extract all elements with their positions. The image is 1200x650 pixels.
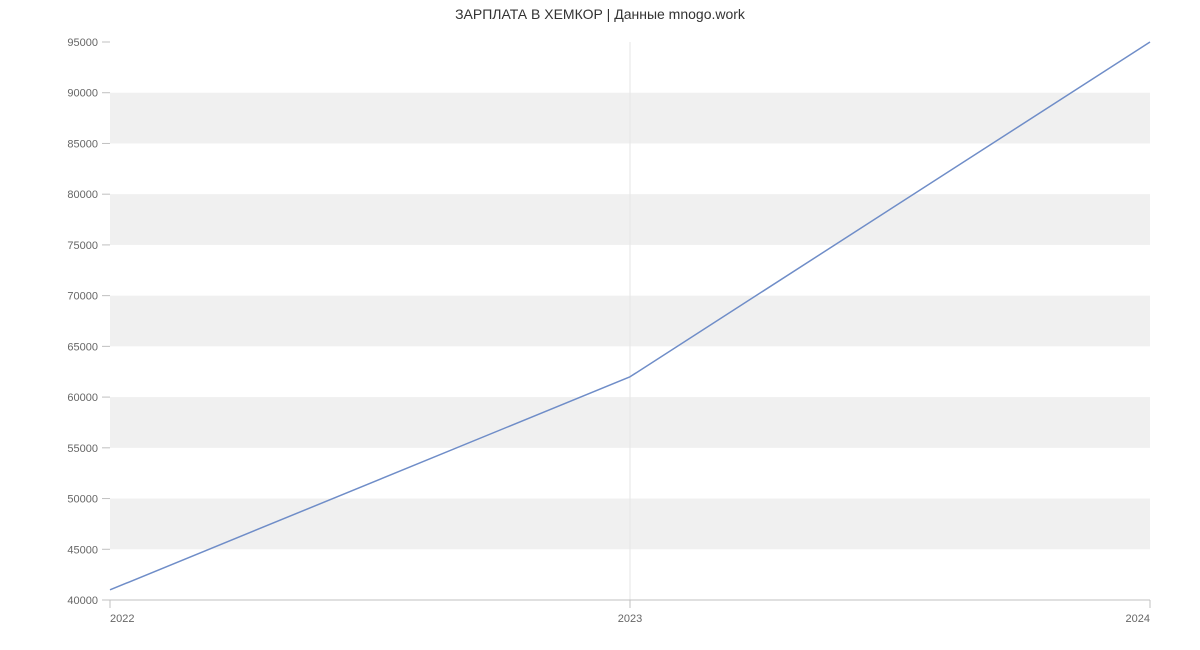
svg-text:80000: 80000 <box>67 189 98 201</box>
svg-text:2022: 2022 <box>110 613 134 625</box>
svg-text:85000: 85000 <box>67 138 98 150</box>
svg-text:60000: 60000 <box>67 392 98 404</box>
svg-text:65000: 65000 <box>67 341 98 353</box>
svg-text:90000: 90000 <box>67 88 98 100</box>
salary-chart: ЗАРПЛАТА В ХЕМКОР | Данные mnogo.work 40… <box>0 0 1200 650</box>
svg-text:55000: 55000 <box>67 443 98 455</box>
svg-text:2024: 2024 <box>1126 613 1150 625</box>
svg-text:45000: 45000 <box>67 544 98 556</box>
chart-svg: 40000 45000 50000 55000 60000 65000 70000 75000… <box>0 0 1200 650</box>
svg-text:50000: 50000 <box>67 494 98 506</box>
svg-text:2023: 2023 <box>618 613 642 625</box>
svg-text:40000: 40000 <box>67 595 98 607</box>
svg-text:75000: 75000 <box>67 240 98 252</box>
svg-text:70000: 70000 <box>67 291 98 303</box>
svg-text:95000: 95000 <box>67 37 98 49</box>
